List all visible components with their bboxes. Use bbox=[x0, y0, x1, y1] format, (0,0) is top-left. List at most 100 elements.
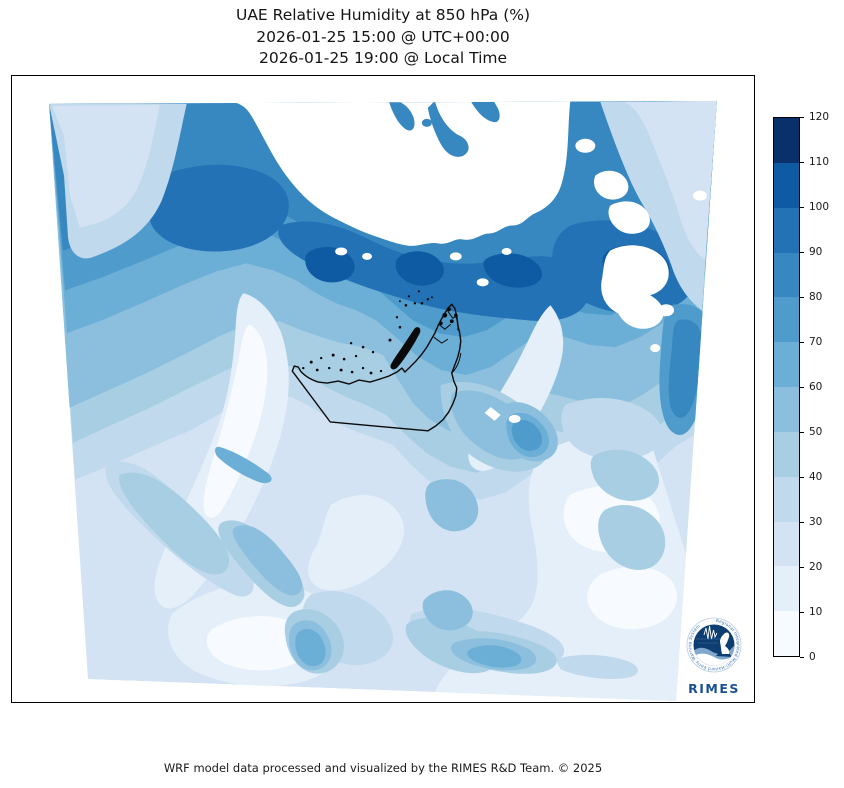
uae-border bbox=[291, 303, 462, 432]
contour-band bbox=[668, 319, 703, 418]
colorbar-band-80-90 bbox=[774, 252, 799, 298]
contour-band bbox=[421, 118, 432, 127]
colorbar-tick-label: 110 bbox=[809, 156, 830, 168]
contour-band bbox=[422, 590, 473, 631]
masked-area bbox=[362, 252, 373, 260]
masked-area bbox=[484, 406, 501, 421]
contour-band bbox=[467, 645, 522, 668]
contour-band bbox=[119, 472, 230, 575]
humidity-contour-map bbox=[49, 100, 717, 702]
contour-band bbox=[206, 616, 311, 671]
colorbar-band-90-100 bbox=[774, 207, 799, 253]
colorbar-band-0-10 bbox=[774, 611, 799, 656]
contour-field bbox=[49, 100, 717, 702]
colorbar-band-20-30 bbox=[774, 521, 799, 567]
contour-band bbox=[215, 446, 272, 484]
colorbar-band-70-80 bbox=[774, 297, 799, 343]
contour-band bbox=[295, 628, 326, 667]
colorbar-tick-label: 50 bbox=[809, 426, 823, 438]
footer-credit: WRF model data processed and visualized … bbox=[163, 761, 603, 775]
masked-area bbox=[575, 138, 596, 153]
title-line-local-time: 2026-01-25 19:00 @ Local Time bbox=[258, 49, 508, 67]
colorbar-tick-mark bbox=[800, 296, 804, 298]
colorbar bbox=[773, 117, 800, 657]
contour-band bbox=[561, 397, 663, 460]
colorbar-tick-mark bbox=[800, 521, 804, 523]
colorbar-tick-label: 30 bbox=[809, 516, 823, 528]
masked-area bbox=[608, 201, 650, 234]
colorbar-tick-mark bbox=[800, 206, 804, 208]
contour-band bbox=[587, 566, 677, 630]
masked-area bbox=[233, 100, 571, 246]
colorbar-tick-label: 100 bbox=[809, 201, 830, 213]
colorbar-tick-mark bbox=[800, 431, 804, 433]
colorbar-band-50-60 bbox=[774, 387, 799, 432]
colorbar-band-30-40 bbox=[774, 476, 799, 522]
uae-coast-dots bbox=[302, 290, 458, 375]
colorbar-tick-label: 70 bbox=[809, 336, 823, 348]
contour-band bbox=[470, 100, 500, 123]
colorbar-tick-label: 90 bbox=[809, 246, 823, 258]
colorbar-tick-mark bbox=[800, 566, 804, 568]
contour-band bbox=[425, 479, 479, 532]
rimes-logo: Regional Integrated Multi-Hazard Early W… bbox=[686, 617, 742, 696]
contour-band bbox=[625, 100, 717, 261]
masked-area bbox=[476, 278, 489, 287]
contour-band bbox=[598, 505, 666, 570]
contour-band bbox=[395, 251, 444, 286]
contour-band bbox=[308, 494, 404, 591]
masked-area bbox=[594, 170, 629, 200]
contour-band bbox=[555, 654, 638, 679]
colorbar-band-10-20 bbox=[774, 566, 799, 612]
colorbar-band-100-110 bbox=[774, 162, 799, 208]
logo-name: RIMES bbox=[688, 681, 740, 696]
contour-band bbox=[388, 100, 415, 131]
logo-seismograph-icon bbox=[703, 625, 718, 640]
colorbar-tick-label: 10 bbox=[809, 606, 823, 618]
colorbar-tick-label: 60 bbox=[809, 381, 823, 393]
uae-border-outline bbox=[291, 303, 462, 432]
contour-band bbox=[203, 325, 268, 518]
contour-band bbox=[52, 104, 160, 228]
masked-area bbox=[601, 245, 669, 329]
colorbar-tick-label: 20 bbox=[809, 561, 823, 573]
masked-area bbox=[501, 247, 512, 255]
colorbar-tick-mark bbox=[800, 161, 804, 163]
colorbar-tick-label: 120 bbox=[809, 111, 830, 123]
logo-horizon-lines bbox=[696, 638, 720, 644]
contour-band bbox=[511, 420, 543, 451]
masked-area bbox=[335, 247, 348, 256]
white-mask-region bbox=[233, 100, 707, 423]
contour-band bbox=[590, 449, 659, 501]
masked-area bbox=[449, 252, 462, 261]
contour-band bbox=[233, 397, 258, 416]
colorbar-tick-mark bbox=[800, 476, 804, 478]
plot-title: UAE Relative Humidity at 850 hPa (%) 202… bbox=[11, 5, 755, 70]
logo-figure-silhouette bbox=[720, 632, 730, 654]
colorbar-tick-mark bbox=[800, 656, 804, 658]
colorbar-tick-label: 40 bbox=[809, 471, 823, 483]
colorbar-band-110-120 bbox=[774, 118, 799, 163]
colorbar-band-40-50 bbox=[774, 431, 799, 477]
masked-area bbox=[658, 304, 675, 317]
contour-band bbox=[148, 164, 289, 252]
map-frame: Regional Integrated Multi-Hazard Early W… bbox=[11, 75, 755, 703]
contour-band bbox=[305, 247, 355, 283]
colorbar-tick-mark bbox=[800, 341, 804, 343]
colorbar-ticks: 0 10 20 30 40 50 60 70 80 90 100 110 120 bbox=[800, 111, 844, 663]
colorbar-tick-mark bbox=[800, 116, 804, 118]
title-line-utc-time: 2026-01-25 15:00 @ UTC+00:00 bbox=[256, 27, 510, 46]
colorbar-tick-label: 0 bbox=[809, 651, 816, 663]
colorbar-tick-mark bbox=[800, 611, 804, 613]
title-line-variable: UAE Relative Humidity at 850 hPa (%) bbox=[235, 6, 531, 24]
uae-internal-boundary bbox=[433, 310, 462, 374]
colorbar-tick-mark bbox=[800, 386, 804, 388]
colorbar-tick-mark bbox=[800, 251, 804, 253]
colorbar-band-60-70 bbox=[774, 342, 799, 388]
contour-band bbox=[427, 100, 469, 157]
contour-band bbox=[232, 525, 303, 596]
masked-area bbox=[693, 190, 707, 201]
colorbar-tick-label: 80 bbox=[809, 291, 823, 303]
contour-band bbox=[483, 253, 542, 288]
